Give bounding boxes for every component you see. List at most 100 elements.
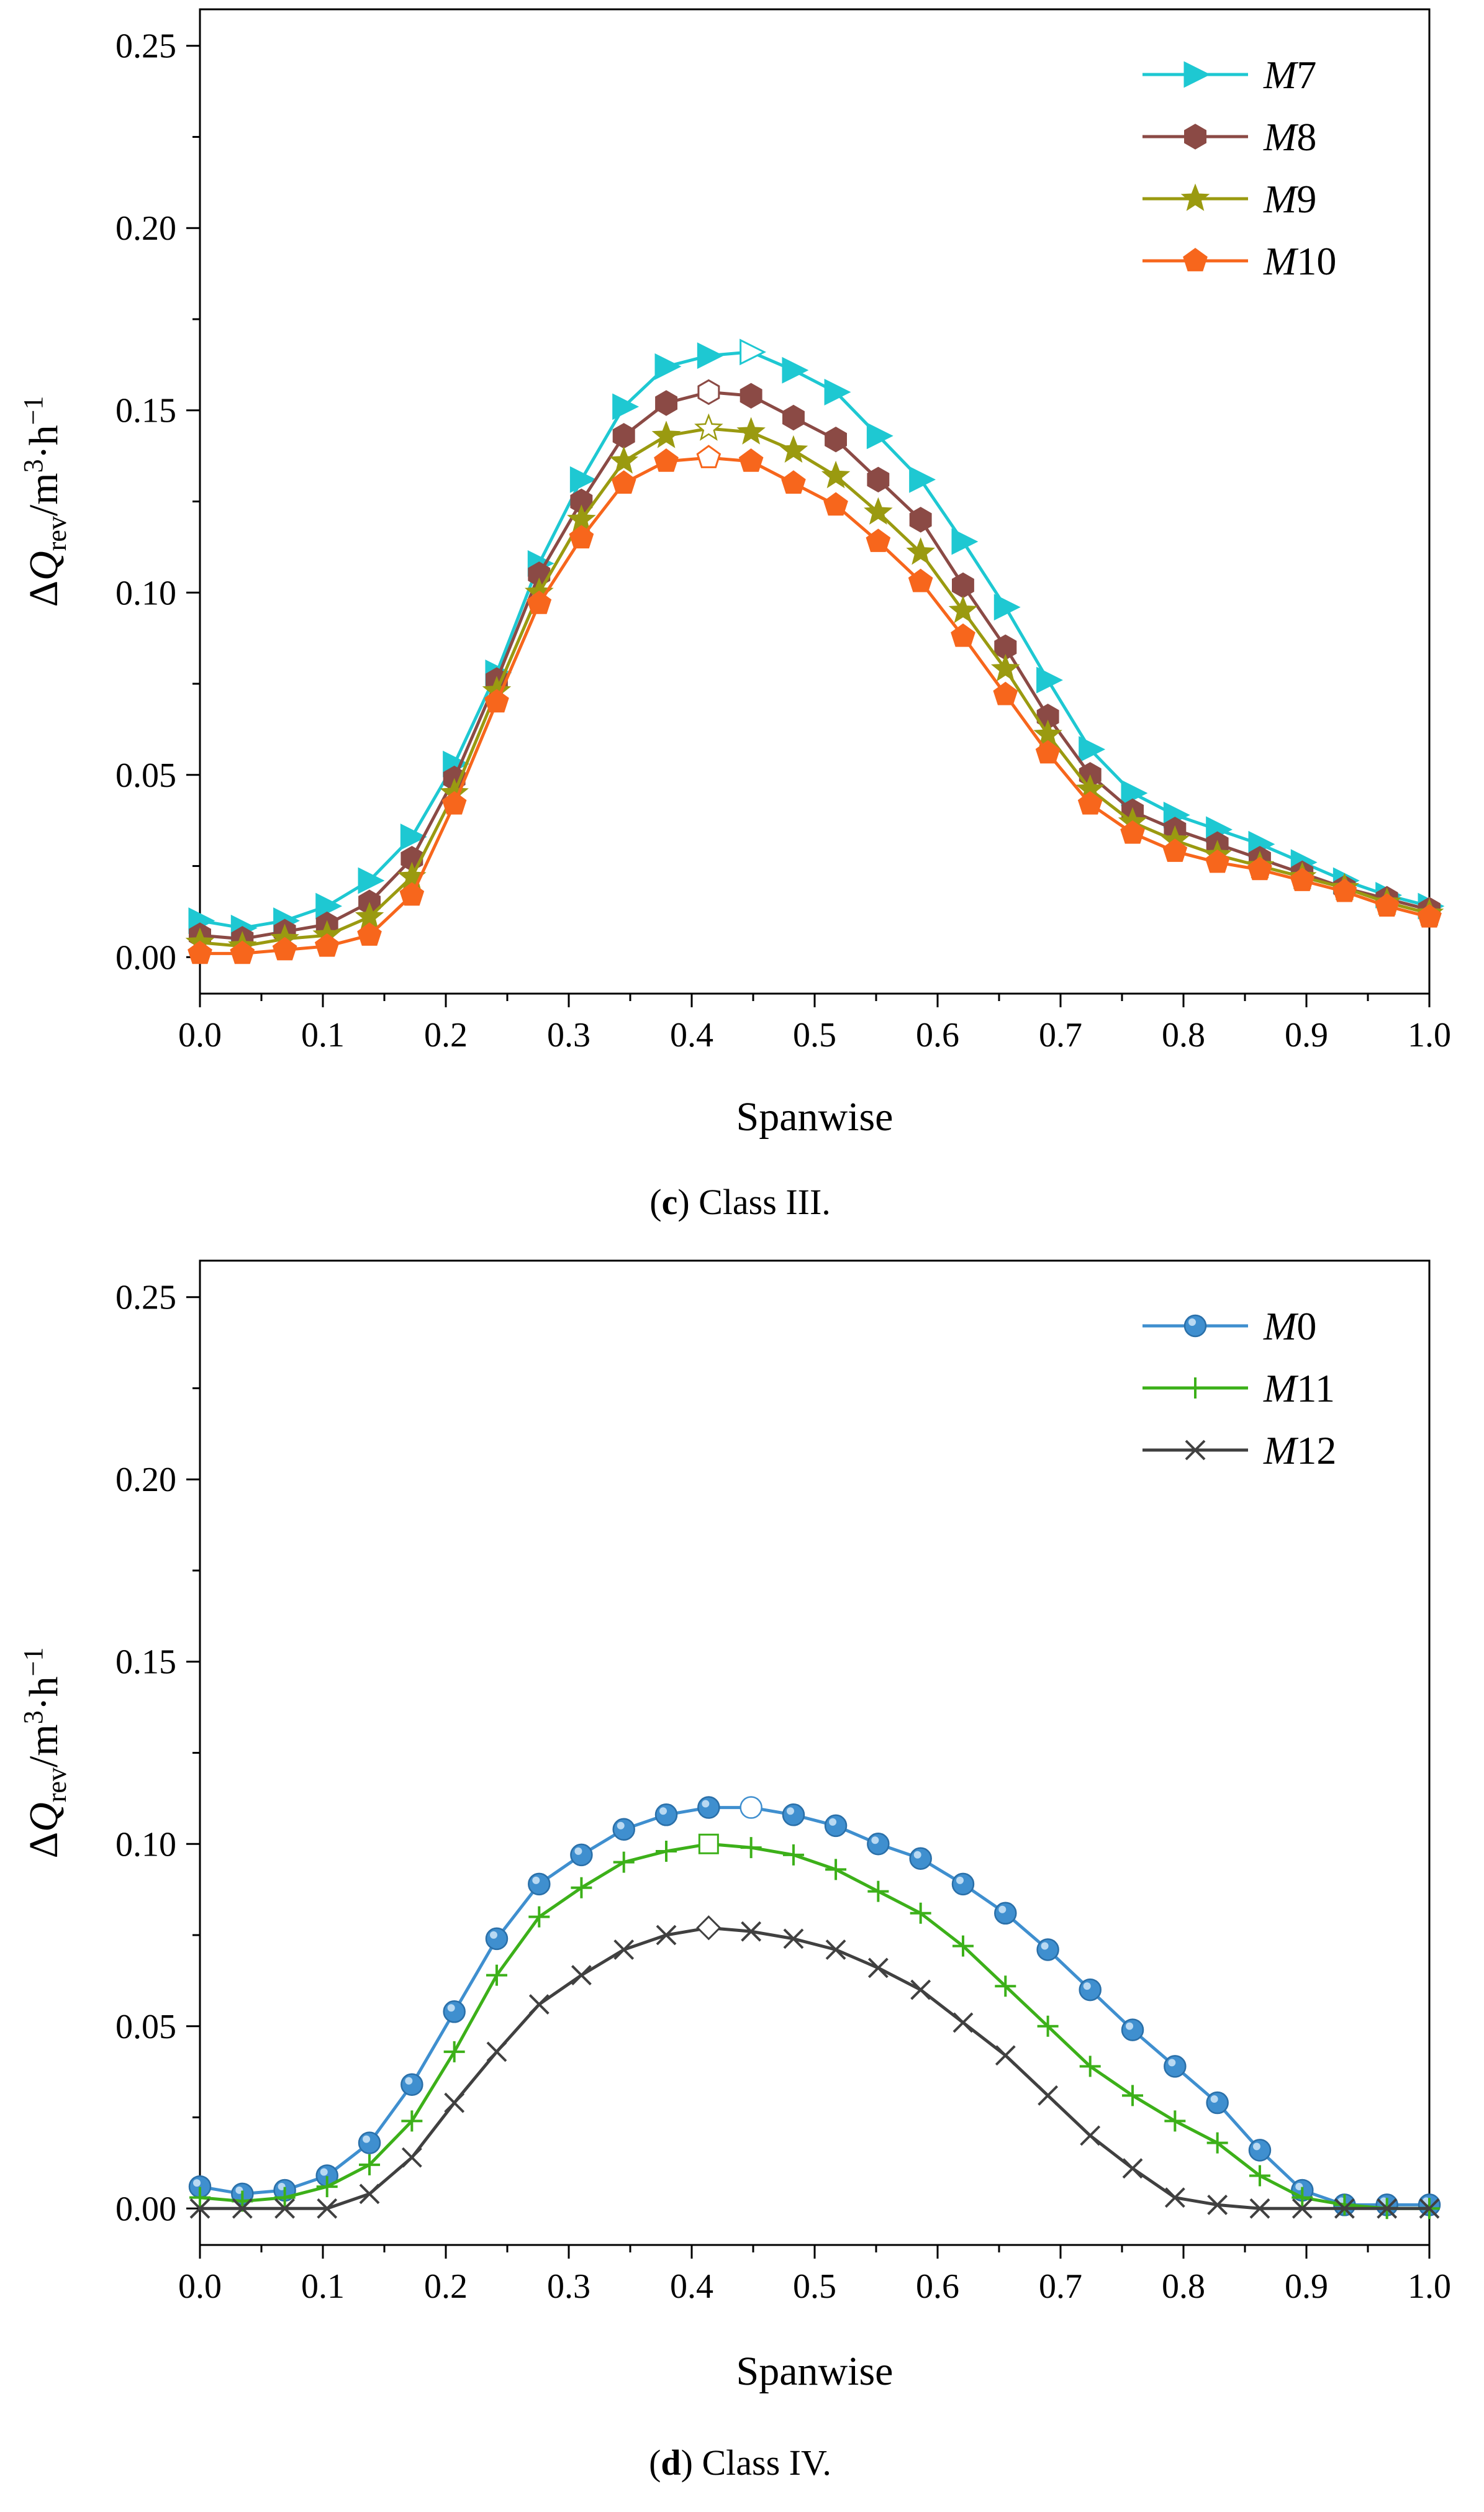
data-point-peak [698, 1833, 719, 1854]
y-axis-label: ΔQrev/m3·h−1 [18, 1648, 72, 1859]
data-point [651, 420, 681, 448]
data-point [654, 1803, 678, 1826]
legend-label: M9 [1263, 177, 1316, 221]
data-point [1247, 856, 1272, 881]
data-point [782, 1803, 805, 1826]
data-point-shine [829, 1818, 837, 1826]
y-tick-label: 0.15 [115, 392, 176, 430]
data-point [1164, 2187, 1185, 2208]
data-point [189, 2198, 210, 2219]
data-point-shine [1210, 2095, 1218, 2103]
data-point [1248, 2139, 1272, 2162]
data-point [1249, 2198, 1270, 2219]
data-point [399, 882, 425, 906]
data-point [444, 2092, 465, 2113]
data-point-shine [871, 1836, 879, 1844]
data-point-shine [1126, 2022, 1134, 2030]
data-point [824, 1814, 848, 1838]
data-point [654, 353, 682, 380]
series-line-m11 [199, 1842, 1429, 2210]
legend-entry-m10: M10 [1142, 239, 1336, 283]
x-tick-label: 1.0 [1408, 2267, 1451, 2306]
data-point [1079, 2056, 1101, 2077]
x-axis-label: Spanwise [736, 1094, 894, 1140]
data-point-shine [786, 1807, 794, 1815]
data-point [1079, 736, 1106, 763]
data-point-shine [913, 1851, 921, 1859]
data-point-shine [617, 1821, 625, 1830]
data-point [697, 342, 724, 370]
data-point [1332, 878, 1357, 902]
y-tick-label: 0.20 [115, 209, 176, 248]
data-point [613, 1851, 635, 1873]
x-tick-label: 0.1 [301, 2267, 345, 2306]
data-point [824, 378, 851, 406]
series-line-m12 [200, 1926, 1429, 2210]
data-point [1120, 820, 1145, 844]
data-point [188, 940, 212, 964]
data-point [952, 572, 974, 599]
legend-marker [1183, 61, 1211, 88]
data-point [1164, 2110, 1186, 2132]
series-m11 [189, 1833, 1440, 2220]
data-point [1377, 2198, 1398, 2219]
data-point [782, 1844, 804, 1866]
data-point [736, 417, 766, 445]
data-point [527, 591, 552, 614]
x-tick-label: 0.1 [301, 1016, 345, 1054]
data-point [656, 1925, 677, 1946]
legend-marker [1183, 248, 1208, 271]
y-tick-label: 0.00 [115, 938, 176, 977]
data-point [1121, 2018, 1144, 2041]
data-point [825, 1859, 847, 1880]
data-point [272, 936, 297, 961]
data-point [654, 448, 679, 472]
series-m12 [189, 1915, 1440, 2219]
data-point [993, 594, 1021, 621]
data-point [1290, 868, 1315, 891]
legend-entry-m7: M7 [1142, 53, 1316, 97]
legend-label: M8 [1263, 115, 1316, 159]
y-tick-label: 0.20 [115, 1461, 176, 1499]
data-point [906, 537, 935, 565]
data-point [1207, 2195, 1228, 2215]
legend-entry-m8: M8 [1142, 115, 1316, 159]
data-point [781, 470, 806, 494]
data-point [951, 1872, 975, 1896]
legend-label: M0 [1263, 1304, 1316, 1348]
data-point [612, 1818, 635, 1841]
x-tick-label: 0.0 [178, 2267, 222, 2306]
data-point [484, 689, 509, 713]
y-tick-label: 0.00 [115, 2190, 176, 2228]
data-point [1162, 838, 1188, 862]
series-line-m0 [199, 1806, 1429, 2206]
data-point [613, 1939, 635, 1960]
x-tick-label: 0.6 [916, 1016, 959, 1054]
data-point [1122, 2158, 1143, 2179]
legend-marker-shine [1188, 1318, 1196, 1326]
data-point-shine [998, 1905, 1007, 1913]
x-tick-label: 0.0 [178, 1016, 222, 1054]
x-tick-label: 0.8 [1162, 1016, 1205, 1054]
x-tick-label: 0.3 [547, 1016, 590, 1054]
data-point [528, 1906, 550, 1928]
data-point-shine [702, 1800, 710, 1808]
data-point [995, 2045, 1016, 2066]
series-line-m10 [200, 456, 1430, 955]
legend-marker [1185, 1377, 1206, 1399]
chart-panel-d: 0.0 0.1 0.2 0.3 0.4 0.5 0.6 0.7 0.8 0.9 1.0 0.00 0.0… [18, 1259, 1451, 2483]
data-point-peak [740, 338, 766, 366]
data-point [1121, 779, 1148, 807]
legend-label: M12 [1263, 1428, 1336, 1472]
data-point [1206, 2091, 1229, 2115]
x-tick-label: 0.9 [1285, 2267, 1328, 2306]
x-tick-label: 0.2 [424, 1016, 468, 1054]
data-point-peak [740, 1796, 762, 1819]
data-point [274, 2187, 296, 2208]
data-point [909, 507, 932, 533]
data-point [990, 654, 1020, 682]
data-point [314, 933, 340, 957]
plot-frame [199, 1259, 1431, 2246]
data-point [825, 426, 847, 453]
